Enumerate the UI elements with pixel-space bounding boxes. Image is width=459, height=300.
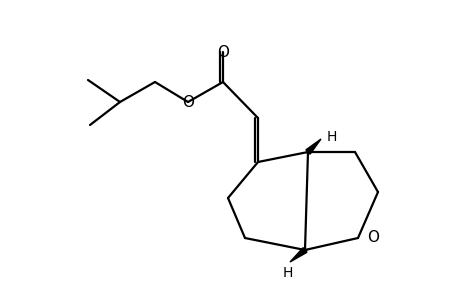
Polygon shape [289,248,306,262]
Text: O: O [182,94,194,110]
Text: O: O [217,44,229,59]
Text: H: H [326,130,336,144]
Polygon shape [305,139,320,154]
Text: H: H [282,266,292,280]
Text: O: O [366,230,378,245]
